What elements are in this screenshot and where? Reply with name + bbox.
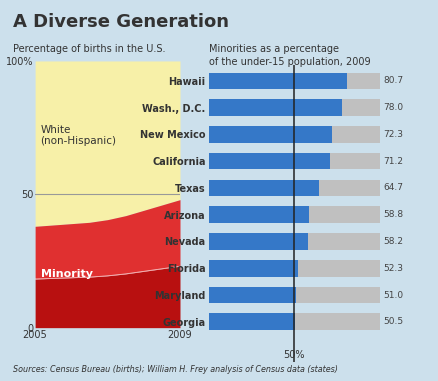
Text: 50%: 50% [283, 350, 304, 360]
Bar [208, 233, 379, 250]
Bar [208, 126, 332, 142]
Bar [208, 72, 379, 89]
Text: 58.8: 58.8 [382, 210, 402, 219]
Bar [208, 126, 379, 142]
Text: A Diverse Generation: A Diverse Generation [13, 13, 229, 31]
Bar [208, 99, 341, 116]
Bar [208, 179, 318, 196]
Bar [208, 314, 294, 330]
Text: Sources: Census Bureau (births); William H. Frey analysis of Census data (states: Sources: Census Bureau (births); William… [13, 365, 337, 374]
Bar [208, 233, 307, 250]
Bar [208, 153, 379, 170]
Text: 50.5: 50.5 [382, 317, 402, 326]
Text: 58.2: 58.2 [382, 237, 402, 246]
Bar [208, 314, 379, 330]
Text: Minorities as a percentage
of the under-15 population, 2009: Minorities as a percentage of the under-… [208, 44, 369, 67]
Text: 72.3: 72.3 [382, 130, 402, 139]
Bar [208, 207, 308, 223]
Bar [208, 207, 379, 223]
Bar [208, 287, 379, 303]
Bar [208, 260, 297, 277]
Text: 51.0: 51.0 [382, 291, 402, 299]
Text: Minority: Minority [40, 269, 92, 279]
Text: 71.2: 71.2 [382, 157, 402, 166]
Text: White
(non-Hispanic): White (non-Hispanic) [40, 125, 116, 146]
Bar [208, 153, 330, 170]
Text: 80.7: 80.7 [382, 76, 402, 85]
Text: 64.7: 64.7 [382, 183, 402, 192]
Bar [208, 287, 295, 303]
Text: Percentage of births in the U.S.: Percentage of births in the U.S. [13, 44, 165, 54]
Bar [208, 179, 379, 196]
Text: 78.0: 78.0 [382, 103, 402, 112]
Bar [208, 99, 379, 116]
Bar [208, 260, 379, 277]
Bar [208, 72, 346, 89]
Text: 52.3: 52.3 [382, 264, 402, 273]
